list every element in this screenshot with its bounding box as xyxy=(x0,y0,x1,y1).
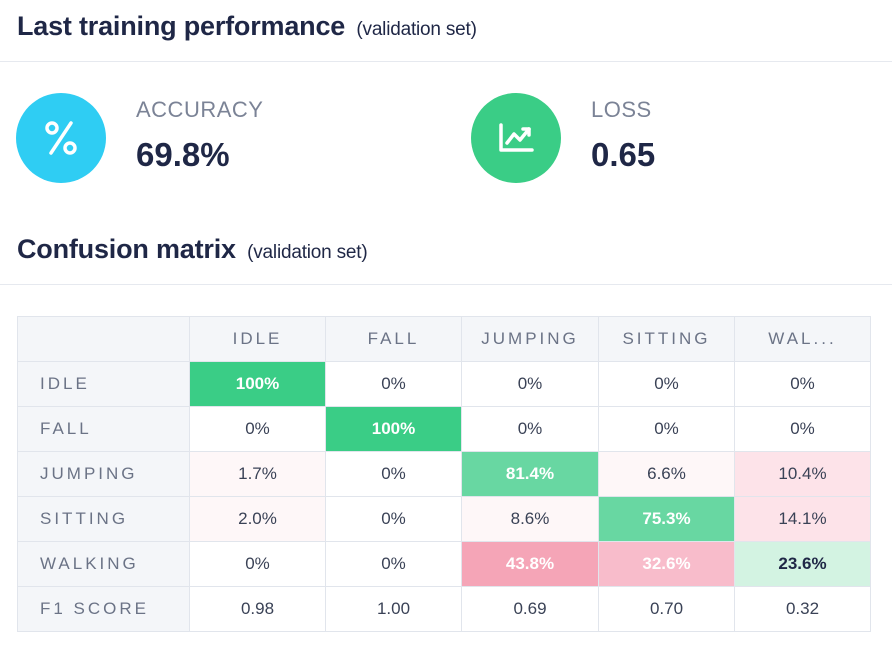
loss-value: 0.65 xyxy=(591,136,656,173)
matrix-cell: 0% xyxy=(461,361,599,407)
row-header-f1-score: F1 SCORE xyxy=(17,586,190,632)
f1-cell: 1.00 xyxy=(325,586,462,632)
column-header-jumping: JUMPING xyxy=(461,316,599,362)
column-header-walking: WAL... xyxy=(734,316,871,362)
matrix-row-fall: FALL 0% 100% 0% 0% 0% xyxy=(17,406,871,452)
confusion-matrix-table: IDLE FALL JUMPING SITTING WAL... IDLE 10… xyxy=(17,316,871,632)
f1-cell: 0.69 xyxy=(461,586,599,632)
training-title: Last training performance xyxy=(17,11,346,41)
matrix-cell: 2.0% xyxy=(189,496,326,542)
matrix-cell: 1.7% xyxy=(189,451,326,497)
matrix-cell: 75.3% xyxy=(598,496,735,542)
matrix-header-row: IDLE FALL JUMPING SITTING WAL... xyxy=(17,316,871,362)
f1-cell: 0.70 xyxy=(598,586,735,632)
matrix-cell: 6.6% xyxy=(598,451,735,497)
row-header-jumping: JUMPING xyxy=(17,451,190,497)
matrix-cell: 32.6% xyxy=(598,541,735,587)
matrix-cell: 0% xyxy=(461,406,599,452)
row-header-sitting: SITTING xyxy=(17,496,190,542)
matrix-cell: 0% xyxy=(189,406,326,452)
matrix-row-idle: IDLE 100% 0% 0% 0% 0% xyxy=(17,361,871,407)
accuracy-value: 69.8% xyxy=(136,136,230,173)
f1-cell: 0.98 xyxy=(189,586,326,632)
matrix-cell: 0% xyxy=(325,496,462,542)
matrix-corner-cell xyxy=(17,316,190,362)
matrix-cell: 0% xyxy=(598,406,735,452)
row-header-walking: WALKING xyxy=(17,541,190,587)
confusion-title: Confusion matrix xyxy=(17,234,236,264)
divider xyxy=(0,61,892,62)
matrix-cell: 8.6% xyxy=(461,496,599,542)
matrix-cell: 10.4% xyxy=(734,451,871,497)
divider xyxy=(0,284,892,285)
matrix-row-jumping: JUMPING 1.7% 0% 81.4% 6.6% 10.4% xyxy=(17,451,871,497)
f1-cell: 0.32 xyxy=(734,586,871,632)
matrix-cell: 23.6% xyxy=(734,541,871,587)
matrix-cell: 0% xyxy=(325,541,462,587)
confusion-subtitle: (validation set) xyxy=(247,242,368,263)
matrix-cell: 0% xyxy=(598,361,735,407)
row-header-fall: FALL xyxy=(17,406,190,452)
percent-icon xyxy=(16,93,106,183)
matrix-cell: 0% xyxy=(189,541,326,587)
training-subtitle: (validation set) xyxy=(356,19,477,40)
matrix-cell: 43.8% xyxy=(461,541,599,587)
trend-chart-icon xyxy=(471,93,561,183)
matrix-row-walking: WALKING 0% 0% 43.8% 32.6% 23.6% xyxy=(17,541,871,587)
matrix-cell: 0% xyxy=(734,406,871,452)
section-title-confusion: Confusion matrix (validation set) xyxy=(17,234,368,265)
column-header-fall: FALL xyxy=(325,316,462,362)
matrix-cell: 81.4% xyxy=(461,451,599,497)
matrix-cell: 100% xyxy=(189,361,326,407)
matrix-row-sitting: SITTING 2.0% 0% 8.6% 75.3% 14.1% xyxy=(17,496,871,542)
matrix-cell: 100% xyxy=(325,406,462,452)
matrix-row-f1-score: F1 SCORE 0.98 1.00 0.69 0.70 0.32 xyxy=(17,586,871,632)
section-title-training: Last training performance (validation se… xyxy=(17,11,477,42)
matrix-cell: 0% xyxy=(325,451,462,497)
accuracy-label: ACCURACY xyxy=(136,97,264,122)
matrix-cell: 14.1% xyxy=(734,496,871,542)
matrix-cell: 0% xyxy=(734,361,871,407)
column-header-sitting: SITTING xyxy=(598,316,735,362)
column-header-idle: IDLE xyxy=(189,316,326,362)
matrix-cell: 0% xyxy=(325,361,462,407)
row-header-idle: IDLE xyxy=(17,361,190,407)
loss-label: LOSS xyxy=(591,97,652,122)
